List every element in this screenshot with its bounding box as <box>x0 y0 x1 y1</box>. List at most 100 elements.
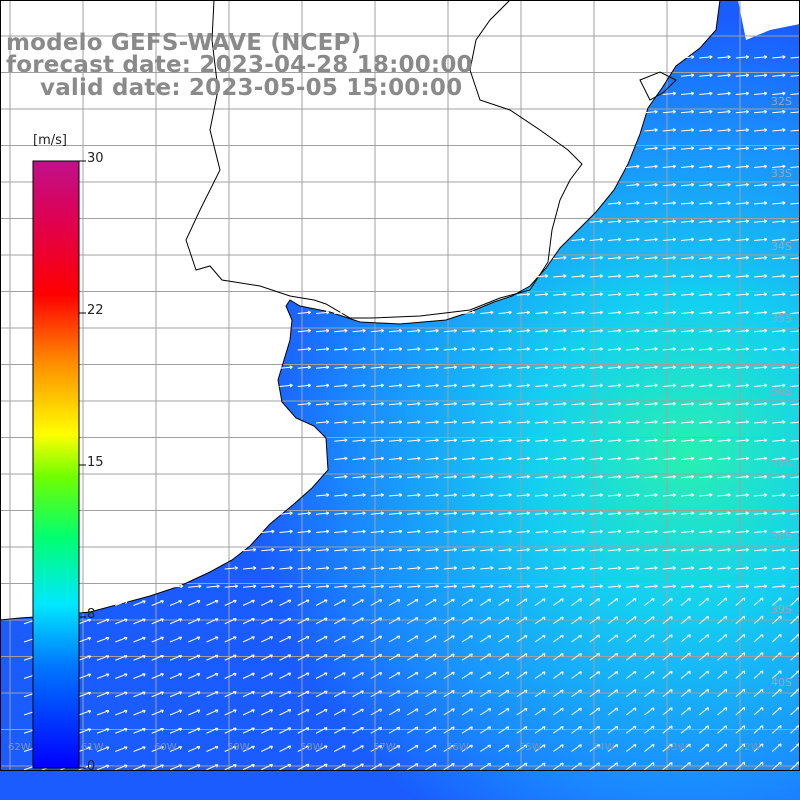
wind-arrowhead <box>325 328 330 333</box>
wind-arrowhead <box>596 652 600 657</box>
wind-arrowhead <box>380 438 384 443</box>
wind-arrowhead <box>690 73 695 78</box>
wind-arrow <box>607 202 621 205</box>
wind-arrow <box>96 673 110 679</box>
wind-arrowhead <box>342 763 346 767</box>
wind-arrowhead <box>632 616 637 620</box>
wind-arrow <box>753 256 767 260</box>
wind-arrow <box>571 293 585 296</box>
wind-arrow <box>680 457 694 460</box>
wind-arrowhead <box>214 672 219 677</box>
wind-arrowhead <box>362 584 366 589</box>
wind-arrowhead <box>782 182 786 187</box>
wind-arrowhead <box>727 128 731 133</box>
wind-arrowhead <box>508 474 512 479</box>
wind-arrowhead <box>563 566 567 571</box>
wind-arrowhead <box>252 566 257 571</box>
wind-arrow <box>662 530 676 533</box>
wind-arrow <box>479 689 491 698</box>
wind-arrow <box>297 512 311 515</box>
wind-arrowhead <box>396 635 401 639</box>
wind-arrow <box>644 348 658 351</box>
wind-arrowhead <box>581 420 585 425</box>
wind-arrow <box>753 183 767 187</box>
wind-arrowhead <box>505 762 510 767</box>
wind-arrow <box>297 708 310 716</box>
wind-arrow <box>242 636 255 643</box>
wind-arrowhead <box>396 726 401 731</box>
wind-arrowhead <box>380 566 384 571</box>
wind-arrow <box>699 475 713 479</box>
wind-arrow <box>315 708 328 716</box>
wind-arrowhead <box>360 653 364 658</box>
wind-arrowhead <box>396 744 401 749</box>
wind-arrowhead <box>632 762 637 766</box>
wind-arrowhead <box>709 438 713 443</box>
wind-arrow <box>479 726 491 734</box>
wind-arrow <box>516 512 530 515</box>
wind-arrowhead <box>617 328 622 333</box>
wind-arrow <box>644 616 655 625</box>
wind-arrow <box>571 567 585 570</box>
wind-arrow <box>315 763 328 771</box>
wind-arrow <box>717 402 731 406</box>
land-area <box>0 0 720 620</box>
wind-arrow <box>662 616 673 625</box>
wind-arrow <box>644 402 658 406</box>
wind-arrowhead <box>196 618 201 622</box>
wind-arrow <box>644 743 655 752</box>
wind-arrowhead <box>672 511 676 516</box>
wind-arrow <box>96 655 110 661</box>
wind-arrow <box>662 585 676 588</box>
wind-arrowhead <box>471 529 476 534</box>
wind-arrowhead <box>526 310 530 315</box>
wind-arrowhead <box>289 365 293 370</box>
wind-arrowhead <box>471 566 476 571</box>
wind-arrowhead <box>759 761 764 766</box>
wind-arrow <box>352 494 366 497</box>
wind-arrow <box>680 743 691 752</box>
wind-arrowhead <box>763 566 768 571</box>
wind-arrowhead <box>323 708 328 713</box>
wind-arrow <box>352 421 366 424</box>
wind-arrow <box>680 329 694 333</box>
wind-arrow <box>406 617 419 625</box>
wind-arrow <box>571 402 585 406</box>
wind-arrowhead <box>269 763 273 768</box>
wind-arrowhead <box>617 420 622 425</box>
wind-arrow <box>534 457 548 460</box>
wind-arrow <box>589 402 603 406</box>
wind-arrow <box>717 165 731 168</box>
wind-arrow <box>772 494 786 497</box>
wind-arrowhead <box>636 255 640 260</box>
wind-arrow <box>534 384 548 387</box>
wind-arrowhead <box>469 726 473 730</box>
wind-arrowhead <box>142 764 146 768</box>
wind-arrow <box>626 220 640 223</box>
wind-arrowhead <box>142 709 146 714</box>
wind-arrowhead <box>581 456 585 461</box>
wind-arrowhead <box>705 707 709 711</box>
wind-arrow <box>206 745 219 752</box>
coastal-lagoon <box>639 71 677 101</box>
wind-arrow <box>699 238 713 241</box>
wind-arrow <box>516 634 528 643</box>
wind-arrow <box>297 366 311 369</box>
wind-arrowhead <box>782 511 786 516</box>
wind-arrowhead <box>782 201 786 206</box>
wind-arrow <box>443 457 457 460</box>
wind-arrow <box>443 567 457 570</box>
wind-arrowhead <box>687 707 691 711</box>
wind-arrow <box>589 238 603 241</box>
wind-arrow <box>388 585 402 588</box>
wind-arrow <box>790 585 800 588</box>
wind-arrow <box>443 598 455 606</box>
wind-arrowhead <box>214 618 219 622</box>
wind-arrowhead <box>723 597 727 602</box>
wind-arrow <box>279 617 291 625</box>
wind-arrow <box>644 256 658 260</box>
wind-arrowhead <box>160 618 164 622</box>
wind-arrowhead <box>759 652 764 656</box>
wind-arrow <box>151 691 164 698</box>
wind-arrowhead <box>305 745 310 749</box>
